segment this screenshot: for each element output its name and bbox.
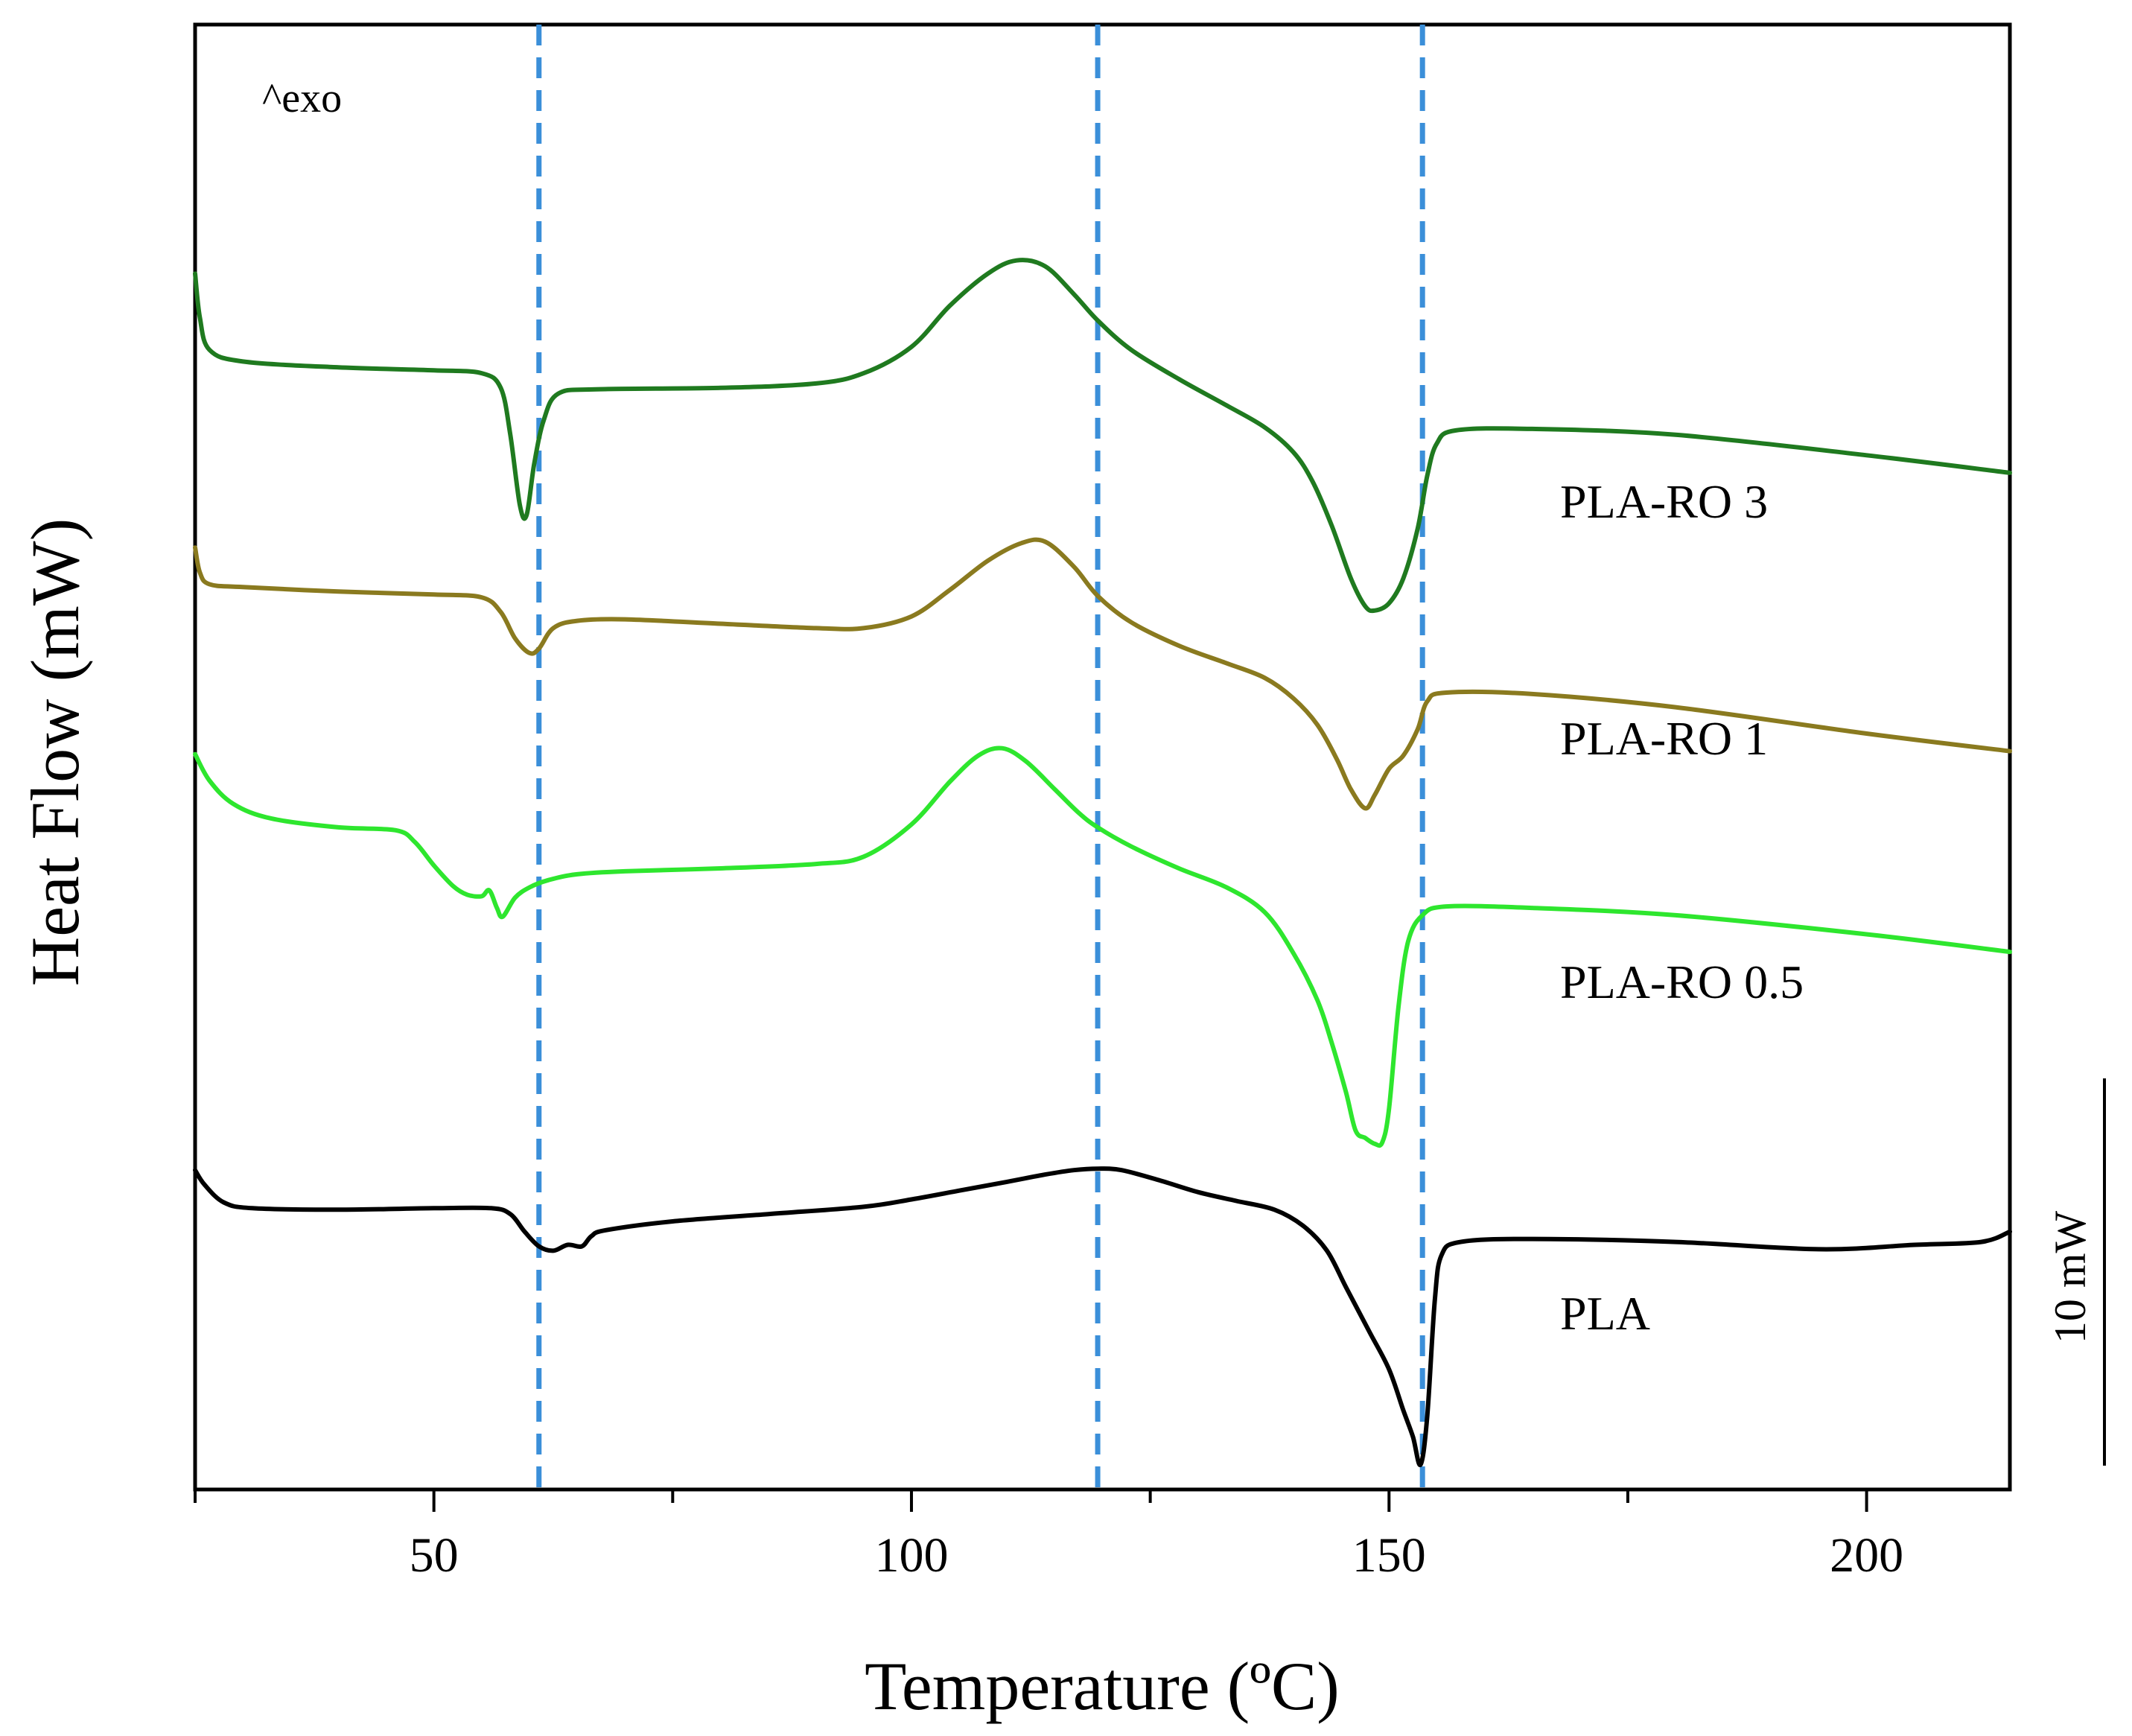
reference-lines	[536, 25, 1425, 1489]
exo-annotation: ^exo	[262, 75, 342, 121]
series-line-pla	[193, 1166, 2012, 1467]
x-tick-label: 100	[874, 1528, 948, 1583]
x-tick-label: 200	[1830, 1528, 1903, 1583]
series-label-pla: PLA	[1560, 1287, 1650, 1340]
series-label-pla-ro-1: PLA-RO 1	[1560, 712, 1768, 765]
series-line-pla-ro-0-5	[193, 745, 2012, 1148]
scale-bar-label: 10 mW	[2046, 1210, 2095, 1344]
series-line-pla-ro-3	[193, 258, 2012, 614]
series-label-pla-ro-0-5: PLA-RO 0.5	[1560, 956, 1804, 1008]
x-axis: 50 100 150 200	[194, 1489, 1903, 1583]
x-tick-label: 50	[410, 1528, 459, 1583]
series-label-pla-ro-3: PLA-RO 3	[1560, 475, 1768, 528]
series-line-pla-ro-1	[193, 537, 2012, 811]
x-axis-title: Temperature (ºC)	[865, 1648, 1340, 1724]
series-group	[193, 258, 2012, 1467]
y-axis-title: Heat Flow (mW)	[17, 518, 93, 987]
x-tick-label: 150	[1352, 1528, 1426, 1583]
